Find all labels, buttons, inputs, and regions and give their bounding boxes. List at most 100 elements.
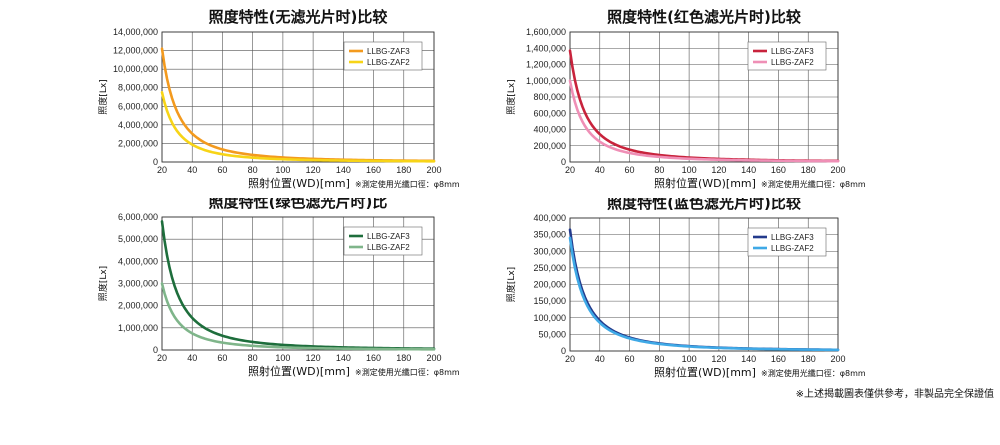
y-tick-label: 3,000,000 <box>118 279 158 289</box>
data-point <box>807 348 810 351</box>
y-tick-label: 150,000 <box>533 296 566 306</box>
chart-title: 照度特性(蓝色滤光片时)比较 <box>607 198 801 212</box>
data-point <box>433 160 435 163</box>
data-point <box>342 159 345 162</box>
y-tick-label: 350,000 <box>533 230 566 240</box>
legend-label: LLBG-ZAF2 <box>771 244 814 253</box>
plot-frame <box>569 31 839 163</box>
data-point <box>777 159 780 162</box>
legend-box <box>343 41 423 71</box>
x-axis-label: 照射位置(WD)[mm] <box>248 364 350 378</box>
y-tick-label: 4,000,000 <box>118 120 158 130</box>
y-tick-label: 1,400,000 <box>526 43 566 53</box>
data-point <box>251 341 254 343</box>
y-tick-label: 200,000 <box>533 141 566 151</box>
data-point <box>251 345 254 347</box>
chart-svg: 照度特性(蓝色滤光片时)比较 0 50,000 100,000 150,000 200,0… <box>505 198 866 379</box>
legend-box <box>747 227 827 257</box>
data-point <box>372 160 375 162</box>
legend-label: LLBG-ZAF2 <box>771 58 814 67</box>
x-tick-label: 200 <box>830 354 845 364</box>
y-tick-label: 6,000,000 <box>118 212 158 222</box>
data-point <box>282 346 284 349</box>
x-tick-label: 120 <box>711 165 726 175</box>
chart-svg: 照度特性(红色滤光片时)比较 0 200,000 400,000 600,000 800,… <box>505 8 866 190</box>
y-tick-label: 300,000 <box>533 246 566 256</box>
y-tick-label: 100,000 <box>533 313 566 323</box>
x-tick-label: 60 <box>625 165 635 175</box>
data-point <box>221 153 224 156</box>
data-point <box>312 345 314 348</box>
data-point <box>718 158 720 161</box>
y-tick-label: 1,200,000 <box>526 60 566 70</box>
data-point <box>282 344 284 346</box>
data-point <box>598 140 601 143</box>
y-tick-label: 800,000 <box>533 92 566 102</box>
legend: LLBG-ZAF3 LLBG-ZAF2 <box>343 226 423 256</box>
chart-title: 照度特性(绿色滤光片时)比 <box>209 198 388 211</box>
data-point <box>433 348 435 351</box>
x-tick-label: 120 <box>711 354 726 364</box>
x-tick-label: 80 <box>654 165 664 175</box>
y-tick-label: 1,600,000 <box>526 27 566 37</box>
data-point <box>688 157 690 160</box>
data-point <box>628 337 631 340</box>
x-tick-label: 20 <box>157 165 167 175</box>
legend-label: LLBG-ZAF3 <box>367 232 410 241</box>
x-axis-label: 照射位置(WD)[mm] <box>248 176 350 190</box>
data-point <box>777 348 780 351</box>
y-tick-label: 0 <box>561 157 566 167</box>
x-axis-label: 照射位置(WD)[mm] <box>654 176 756 190</box>
y-tick-label: 600,000 <box>533 108 566 118</box>
y-tick-label: 2,000,000 <box>118 301 158 311</box>
series-group <box>568 228 840 352</box>
x-tick-label: 160 <box>366 353 381 363</box>
x-tick-label: 20 <box>157 353 167 363</box>
legend: LLBG-ZAF3 LLBG-ZAF2 <box>343 41 423 71</box>
data-point <box>837 160 839 162</box>
x-tick-label: 100 <box>275 353 290 363</box>
y-tick-label: 12,000,000 <box>113 46 158 56</box>
y-tick-label: 5,000,000 <box>118 234 158 244</box>
series-group <box>160 47 436 163</box>
x-tick-label: 160 <box>771 354 786 364</box>
chart-blue-filter: 照度特性(蓝色滤光片时)比较 0 50,000 100,000 150,000 200,0… <box>470 198 890 390</box>
chart-no-filter: 照度特性(无滤光片时)比较 0 2,000,000 4,000,000 6,000,00… <box>55 0 475 192</box>
legend-label: LLBG-ZAF2 <box>367 58 410 67</box>
x-tick-label: 60 <box>217 353 227 363</box>
x-tick-label: 40 <box>595 165 605 175</box>
data-point <box>402 160 405 162</box>
y-tick-label: 200,000 <box>533 280 566 290</box>
data-point <box>282 158 284 161</box>
y-tick-label: 0 <box>153 345 158 355</box>
x-tick-label: 180 <box>396 165 411 175</box>
data-point <box>161 91 163 94</box>
y-tick-label: 14,000,000 <box>113 27 158 37</box>
series-line-llbg-zaf2 <box>160 91 436 163</box>
measurement-note: ※測定使用光纖口徑：φ8mm <box>355 367 460 377</box>
y-tick-label: 250,000 <box>533 263 566 273</box>
y-tick-label: 2,000,000 <box>118 138 158 148</box>
x-tick-label: 180 <box>801 165 816 175</box>
data-point <box>161 220 163 223</box>
legend-label: LLBG-ZAF2 <box>367 243 410 252</box>
plot-frame <box>569 217 839 352</box>
y-tick-label: 6,000,000 <box>118 101 158 111</box>
x-tick-label: 140 <box>741 165 756 175</box>
x-tick-label: 80 <box>654 354 664 364</box>
data-point <box>628 148 631 151</box>
y-tick-label: 400,000 <box>533 125 566 135</box>
series-line-llbg-zaf2 <box>160 282 436 351</box>
data-point <box>312 159 314 161</box>
data-point <box>688 345 690 348</box>
y-axis-label: 照度[Lx] <box>505 79 517 114</box>
y-tick-label: 10,000,000 <box>113 64 158 74</box>
series-group <box>568 49 840 163</box>
x-tick-label: 200 <box>426 165 441 175</box>
x-tick-label: 100 <box>275 165 290 175</box>
data-point <box>221 148 224 151</box>
x-tick-label: 160 <box>366 165 381 175</box>
y-tick-label: 0 <box>153 157 158 167</box>
y-tick-label: 400,000 <box>533 213 566 223</box>
series-group <box>160 220 436 351</box>
